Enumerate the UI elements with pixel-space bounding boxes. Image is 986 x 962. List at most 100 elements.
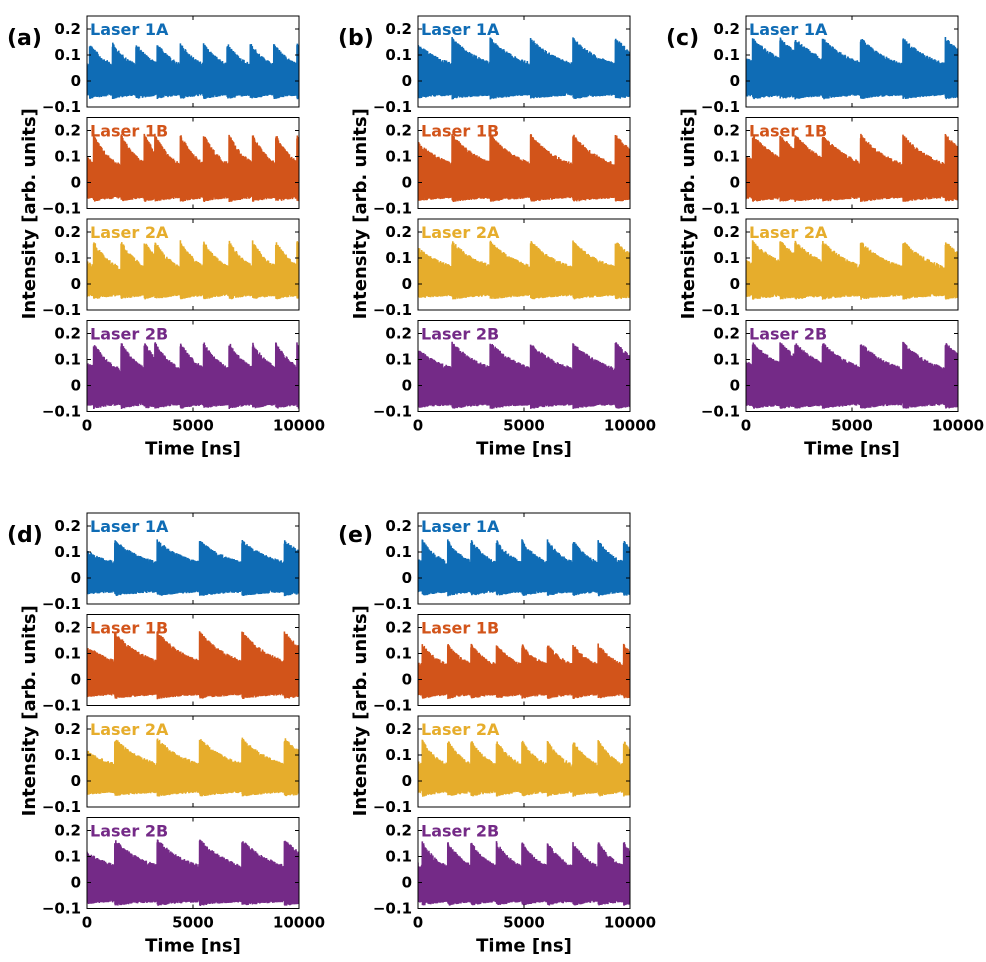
trace-laser-1b xyxy=(87,133,299,203)
y-tick-label: 0.2 xyxy=(54,517,81,535)
series-label: Laser 2B xyxy=(90,325,168,344)
y-tick-label: 0.1 xyxy=(54,351,81,369)
y-tick-label: 0.2 xyxy=(54,720,81,738)
x-axis-title: Time [ns] xyxy=(476,936,572,957)
y-tick-label: 0.1 xyxy=(54,543,81,561)
panel-letter: (a) xyxy=(7,26,42,51)
subplot-laser-2a: −0.1 0 0.1 0.2 Laser 2A xyxy=(373,715,631,816)
panel-letter: (e) xyxy=(338,523,373,548)
x-tick-label: 10000 xyxy=(932,417,984,435)
y-tick-label: 0.2 xyxy=(385,720,412,738)
trace-laser-1a xyxy=(87,42,299,100)
subplot-laser-2a: −0.1 0 0.1 0.2 Laser 2A xyxy=(701,218,959,319)
y-tick-label: 0.1 xyxy=(385,746,412,764)
x-tick-label: 0 xyxy=(82,914,92,932)
y-tick-label: 0 xyxy=(730,174,740,192)
y-tick-label: 0.2 xyxy=(385,122,412,140)
series-label: Laser 2A xyxy=(90,720,169,739)
subplot-laser-2b: −0.1 0 0.1 0.2 Laser 2B xyxy=(373,817,631,918)
trace-laser-2b xyxy=(87,342,299,410)
y-axis-title: Intensity [arb. units] xyxy=(678,108,699,319)
y-tick-label: 0.1 xyxy=(385,848,412,866)
y-tick-label: 0.1 xyxy=(713,351,740,369)
trace-laser-2a xyxy=(87,240,299,300)
x-tick-label: 10000 xyxy=(273,417,325,435)
panel-c: (c)−0.100.10.2 Laser 1A−0.100.10.2 Laser 1… xyxy=(666,15,984,460)
subplot-laser-2a: −0.1 0 0.1 0.2 Laser 2A xyxy=(42,218,300,319)
x-tick-label: 0 xyxy=(741,417,751,435)
trace-laser-1b xyxy=(87,631,299,700)
y-tick-label: 0.1 xyxy=(54,645,81,663)
x-tick-label: 5000 xyxy=(503,914,545,932)
y-tick-label: 0.1 xyxy=(385,148,412,166)
y-tick-label: 0.1 xyxy=(385,543,412,561)
series-label: Laser 1A xyxy=(90,517,169,536)
y-tick-label: 0.2 xyxy=(54,122,81,140)
subplot-laser-2a: −0.1 0 0.1 0.2 Laser 2A xyxy=(373,218,631,319)
y-tick-label: 0.2 xyxy=(385,619,412,637)
subplot-laser-2a: −0.1 0 0.1 0.2 Laser 2A xyxy=(42,715,300,816)
y-axis-title: Intensity [arb. units] xyxy=(19,108,40,319)
y-tick-label: 0.1 xyxy=(713,249,740,267)
y-tick-label: −0.1 xyxy=(373,301,412,319)
y-tick-label: −0.1 xyxy=(701,200,740,218)
panel-a: (a)−0.100.10.2 Laser 1A −0.1 0 0.1 0.2 Laser 1… xyxy=(7,15,325,460)
x-tick-label: 0 xyxy=(413,914,423,932)
y-tick-label: −0.1 xyxy=(701,301,740,319)
y-tick-label: 0 xyxy=(402,772,412,790)
panel-letter: (d) xyxy=(7,523,43,548)
y-tick-label: 0.2 xyxy=(385,20,412,38)
y-tick-label: −0.1 xyxy=(373,403,412,421)
y-tick-label: −0.1 xyxy=(42,403,81,421)
panel-e: (e)−0.100.10.2 Laser 1A−0.100.10.2 Laser 1… xyxy=(338,512,656,957)
panel-d: (d)−0.100.10.2 Laser 1A−0.100.10.2 Laser 1… xyxy=(7,512,325,957)
trace-laser-2a xyxy=(418,739,630,797)
y-tick-label: 0.2 xyxy=(54,822,81,840)
trace-laser-2a xyxy=(418,240,630,300)
series-label: Laser 2B xyxy=(421,822,499,841)
series-label: Laser 1B xyxy=(421,122,499,141)
y-tick-label: 0 xyxy=(402,377,412,395)
y-tick-label: −0.1 xyxy=(373,200,412,218)
subplot-laser-1b: −0.1 0 0.1 0.2 Laser 1B xyxy=(373,117,631,218)
y-tick-label: −0.1 xyxy=(42,595,81,613)
y-tick-label: 0 xyxy=(402,874,412,892)
y-tick-label: 0.1 xyxy=(54,46,81,64)
series-label: Laser 1B xyxy=(90,122,168,141)
series-label: Laser 1B xyxy=(749,122,827,141)
series-label: Laser 2B xyxy=(749,325,827,344)
series-label: Laser 1A xyxy=(749,20,828,39)
y-tick-label: 0 xyxy=(71,671,81,689)
trace-laser-1a xyxy=(418,37,630,100)
y-tick-label: 0 xyxy=(402,174,412,192)
y-tick-label: 0.2 xyxy=(385,325,412,343)
y-tick-label: −0.1 xyxy=(373,98,412,116)
trace-laser-1a xyxy=(418,539,630,597)
trace-laser-1b xyxy=(746,133,958,202)
y-tick-label: 0 xyxy=(71,377,81,395)
y-tick-label: 0.2 xyxy=(713,223,740,241)
y-tick-label: 0.1 xyxy=(385,46,412,64)
subplot-laser-1b: −0.1 0 0.1 0.2 Laser 1B xyxy=(373,614,631,715)
trace-laser-2b xyxy=(418,841,630,906)
series-label: Laser 2B xyxy=(421,325,499,344)
x-axis-title: Time [ns] xyxy=(145,439,241,460)
y-tick-label: −0.1 xyxy=(373,900,412,918)
y-tick-label: 0.1 xyxy=(713,148,740,166)
subplot-laser-1b: −0.1 0 0.1 0.2 Laser 1B xyxy=(42,117,300,218)
trace-laser-1a xyxy=(746,37,958,100)
y-tick-label: 0 xyxy=(402,72,412,90)
panel-letter: (c) xyxy=(666,26,699,51)
subplot-laser-1b: −0.1 0 0.1 0.2 Laser 1B xyxy=(701,117,959,218)
y-tick-label: 0.2 xyxy=(54,223,81,241)
trace-laser-2b xyxy=(87,839,299,906)
subplot-laser-1b: −0.1 0 0.1 0.2 Laser 1B xyxy=(42,614,300,715)
trace-laser-2b xyxy=(418,341,630,409)
y-tick-label: 0 xyxy=(402,275,412,293)
y-tick-label: −0.1 xyxy=(42,697,81,715)
x-tick-label: 5000 xyxy=(503,417,545,435)
subplot-laser-2b: −0.1 0 0.1 0.2 Laser 2B xyxy=(701,320,959,421)
series-label: Laser 2B xyxy=(90,822,168,841)
subplot-laser-1a: −0.1 0 0.1 0.2 Laser 1A xyxy=(42,15,300,116)
y-tick-label: 0.1 xyxy=(54,148,81,166)
